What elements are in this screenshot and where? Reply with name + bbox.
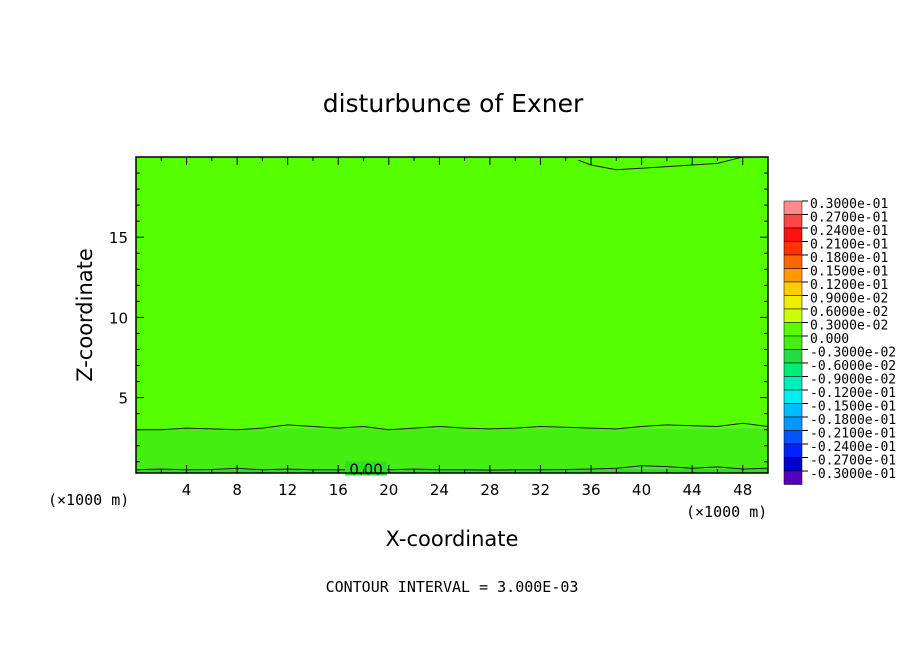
colorbar-swatch [783, 200, 803, 215]
colorbar-swatch [783, 389, 803, 404]
colorbar-swatch [783, 349, 803, 364]
colorbar-swatch [783, 295, 803, 310]
colorbar-label: 0.9000e-02 [810, 292, 888, 307]
colorbar-label: -0.1200e-01 [810, 386, 896, 401]
x-axis-label: X-coordinate [386, 527, 519, 551]
y-axis-label: Z-coordinate [73, 248, 97, 382]
contour-label: 0.00 [349, 460, 382, 478]
contour-line-0 [135, 465, 769, 471]
x-tick-label: 40 [632, 481, 651, 499]
colorbar-label: 0.1200e-01 [810, 278, 888, 293]
x-tick-label: 16 [329, 481, 348, 499]
x-tick-label: 36 [581, 481, 600, 499]
colorbar-label: 0.1500e-01 [810, 265, 888, 280]
x-tick-label: 8 [232, 481, 242, 499]
colorbar-label: 0.1800e-01 [810, 251, 888, 266]
field-band-2 [136, 157, 768, 429]
colorbar-swatch [783, 457, 803, 472]
field-band-0 [136, 468, 768, 473]
colorbar-swatch [783, 443, 803, 458]
x-tick-label: 28 [480, 481, 499, 499]
contour-line-2 [578, 156, 743, 171]
colorbar-swatch [783, 416, 803, 431]
colorbar-label: 0.3000e-01 [810, 197, 888, 212]
y-tick-label: 10 [109, 309, 128, 327]
colorbar-label: 0.6000e-02 [810, 305, 888, 320]
colorbar: 0.3000e-010.2700e-010.2400e-010.2100e-01… [783, 197, 896, 485]
colorbar-swatch [783, 227, 803, 242]
contour-lines: 0.00 [135, 156, 769, 478]
y-tick-label: 15 [109, 229, 128, 247]
colorbar-swatch [783, 335, 803, 350]
x-tick-label: 4 [182, 481, 192, 499]
colorbar-label: 0.000 [810, 332, 849, 347]
colorbar-swatch [783, 214, 803, 229]
x-tick-label: 48 [733, 481, 752, 499]
colorbar-label: -0.1800e-01 [810, 413, 896, 428]
x-tick-label: 12 [278, 481, 297, 499]
x-tick-label: 24 [430, 481, 449, 499]
colorbar-swatch [783, 241, 803, 256]
x-tick-label: 44 [683, 481, 702, 499]
colorbar-swatch [783, 322, 803, 337]
colorbar-label: 0.2100e-01 [810, 238, 888, 253]
contour-label-bg [345, 461, 388, 476]
colorbar-label: -0.2400e-01 [810, 440, 896, 455]
colorbar-label: 0.2700e-01 [810, 211, 888, 226]
contour-line-1 [136, 422, 769, 431]
x-tick-label: 32 [531, 481, 550, 499]
colorbar-swatch [783, 403, 803, 418]
colorbar-label: -0.3000e-01 [810, 467, 896, 482]
colorbar-swatch [783, 268, 803, 283]
y-tick-label: 5 [118, 390, 128, 408]
chart-title: disturbunce of Exner [323, 89, 584, 118]
x-tick-label: 20 [379, 481, 398, 499]
contour-field [136, 157, 768, 473]
colorbar-label: -0.1500e-01 [810, 400, 896, 415]
colorbar-swatch [783, 281, 803, 296]
colorbar-swatch [783, 254, 803, 269]
colorbar-swatch [783, 308, 803, 323]
x-unit-left: (×1000 m) [48, 491, 129, 509]
colorbar-swatch [783, 470, 803, 485]
colorbar-label: -0.6000e-02 [810, 359, 896, 374]
colorbar-label: -0.2700e-01 [810, 454, 896, 469]
plot-frame [135, 156, 769, 474]
x-unit-right: (×1000 m) [686, 503, 767, 521]
contour-interval-note: CONTOUR INTERVAL = 3.000E-03 [326, 578, 579, 596]
colorbar-swatch [783, 362, 803, 377]
field-band-1 [136, 428, 768, 469]
colorbar-label: 0.3000e-02 [810, 319, 888, 334]
colorbar-swatch [783, 430, 803, 445]
colorbar-label: -0.2100e-01 [810, 427, 896, 442]
colorbar-swatch [783, 376, 803, 391]
colorbar-label: -0.9000e-02 [810, 373, 896, 388]
colorbar-label: -0.3000e-02 [810, 346, 896, 361]
colorbar-label: 0.2400e-01 [810, 224, 888, 239]
